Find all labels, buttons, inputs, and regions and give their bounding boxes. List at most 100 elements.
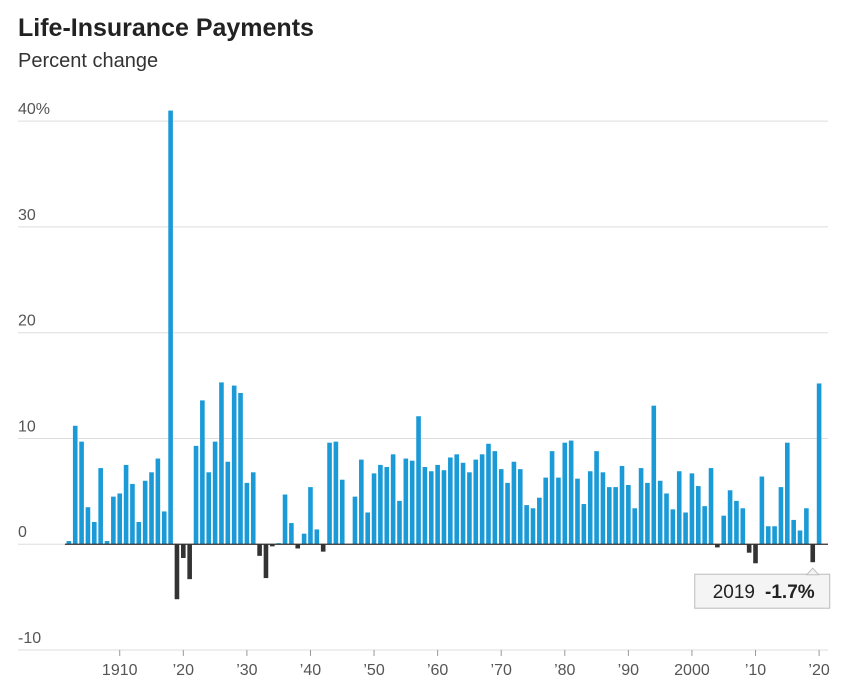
- bar: [295, 544, 301, 549]
- bar: [511, 461, 517, 545]
- bar: [193, 445, 199, 545]
- bar: [613, 487, 618, 545]
- bar: [231, 385, 237, 545]
- x-tick-label: ’20: [173, 662, 194, 679]
- bar: [365, 512, 370, 545]
- bar: [505, 482, 510, 545]
- x-tick-label: ’70: [491, 662, 512, 679]
- bar: [136, 522, 142, 545]
- bar: [161, 511, 167, 545]
- bar: [702, 506, 707, 545]
- bar: [473, 459, 479, 545]
- bar: [695, 486, 701, 545]
- bar: [689, 473, 695, 545]
- bar: [676, 471, 682, 545]
- bar: [441, 470, 447, 545]
- bar: [734, 500, 739, 545]
- bar: [123, 464, 129, 545]
- bar: [282, 494, 288, 545]
- x-tick-label: 1910: [102, 662, 138, 679]
- chart-title: Life-Insurance Payments: [18, 14, 314, 42]
- bar: [765, 526, 771, 545]
- bar: [454, 454, 459, 545]
- bar: [130, 483, 135, 545]
- bar: [568, 440, 574, 545]
- bar: [600, 472, 606, 545]
- bar: [804, 508, 809, 545]
- bar: [117, 493, 123, 545]
- annotation-value: -1.7%: [765, 582, 815, 603]
- bar: [359, 459, 364, 545]
- bar: [339, 479, 345, 545]
- bar: [626, 485, 631, 545]
- bar: [181, 544, 186, 558]
- bar: [791, 519, 796, 545]
- y-tick-label: 30: [18, 207, 36, 224]
- bar: [772, 526, 777, 545]
- bar: [66, 541, 72, 545]
- x-tick-label: ’80: [554, 662, 575, 679]
- bar: [740, 508, 746, 545]
- y-tick-label: 10: [18, 418, 36, 435]
- bar: [301, 533, 307, 545]
- bar: [422, 467, 428, 545]
- bar: [428, 471, 434, 545]
- bar: [308, 487, 313, 545]
- bar: [409, 460, 415, 545]
- chart-subtitle: Percent change: [18, 50, 158, 72]
- bar: [200, 400, 205, 545]
- bar: [753, 544, 758, 564]
- x-tick-label: ’30: [236, 662, 257, 679]
- bar: [549, 451, 555, 545]
- bar: [645, 482, 650, 545]
- bar: [721, 515, 727, 545]
- bar: [371, 473, 377, 545]
- bar: [810, 544, 816, 563]
- bar: [479, 454, 485, 545]
- bar: [727, 490, 733, 545]
- bar: [352, 496, 358, 545]
- bar: [746, 544, 752, 553]
- bar: [111, 496, 116, 545]
- bar: [155, 458, 161, 545]
- bar: [206, 472, 212, 545]
- bar: [289, 523, 294, 545]
- bar: [416, 416, 421, 545]
- bar: [581, 504, 587, 545]
- x-tick-label: 2000: [674, 662, 710, 679]
- bar: [657, 480, 663, 545]
- bar: [619, 465, 625, 545]
- bar: [98, 468, 103, 545]
- bar: [219, 382, 224, 545]
- bar: [759, 476, 765, 545]
- bar: [715, 544, 720, 548]
- bar: [403, 458, 409, 545]
- bar: [492, 451, 498, 545]
- annotation-year: 2019: [713, 582, 755, 603]
- bar: [333, 441, 339, 545]
- bar: [594, 451, 599, 545]
- annotation-pointer: [805, 567, 820, 576]
- y-tick-label: -10: [18, 630, 41, 647]
- bar: [670, 509, 676, 545]
- bar: [587, 471, 593, 545]
- bar: [79, 441, 84, 545]
- bar: [91, 522, 97, 545]
- bar: [225, 461, 231, 545]
- bar: [651, 405, 657, 545]
- bar: [314, 529, 320, 545]
- bar: [149, 472, 154, 545]
- bar: [530, 508, 536, 545]
- bar: [212, 441, 218, 545]
- bar: [638, 468, 644, 545]
- bar: [104, 541, 110, 545]
- bar: [460, 462, 466, 545]
- annotation: 2019 -1.7%: [713, 582, 815, 603]
- bar: [797, 530, 803, 545]
- bar: [320, 544, 326, 552]
- bar: [543, 477, 549, 545]
- bar: [537, 497, 542, 545]
- bar: [378, 464, 383, 545]
- bar: [174, 544, 180, 600]
